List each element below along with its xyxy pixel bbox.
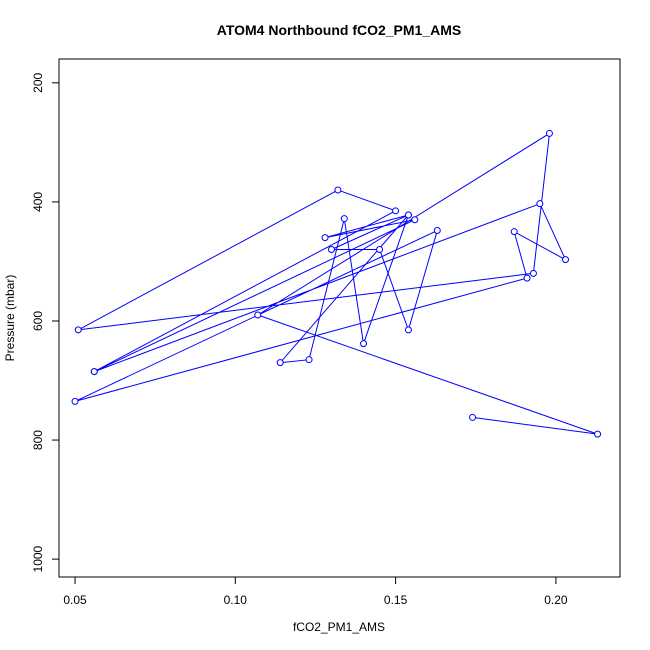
x-axis-label: fCO2_PM1_AMS bbox=[293, 620, 385, 634]
data-point bbox=[276, 359, 284, 367]
data-point bbox=[404, 326, 412, 334]
data-point bbox=[321, 234, 329, 242]
data-point bbox=[536, 200, 544, 208]
data-point bbox=[392, 207, 400, 215]
data-point bbox=[562, 256, 570, 264]
data-point bbox=[411, 216, 419, 224]
data-point bbox=[594, 430, 602, 438]
x-axis: 0.05 0.10 0.15 0.20 bbox=[63, 576, 568, 607]
data-point bbox=[334, 186, 342, 194]
y-tick-label: 200 bbox=[31, 72, 45, 92]
data-point bbox=[71, 397, 79, 405]
y-tick-label: 800 bbox=[31, 430, 45, 450]
x-tick-label: 0.05 bbox=[63, 593, 87, 607]
data-point bbox=[529, 269, 537, 277]
data-series bbox=[71, 129, 602, 438]
data-point bbox=[360, 340, 368, 348]
data-point bbox=[404, 211, 412, 219]
y-axis-label: Pressure (mbar) bbox=[3, 275, 17, 362]
x-tick-label: 0.20 bbox=[544, 593, 568, 607]
data-point bbox=[523, 274, 531, 282]
y-tick-label: 600 bbox=[31, 311, 45, 331]
x-tick-label: 0.10 bbox=[224, 593, 248, 607]
chart-title: ATOM4 Northbound fCO2_PM1_AMS bbox=[217, 22, 462, 38]
data-point bbox=[510, 228, 518, 236]
data-point bbox=[305, 356, 313, 364]
y-axis: 200 400 600 800 1000 bbox=[31, 72, 60, 572]
y-tick-label: 400 bbox=[31, 192, 45, 212]
data-point bbox=[74, 326, 82, 334]
data-point bbox=[545, 129, 553, 137]
data-point bbox=[254, 311, 262, 319]
data-point bbox=[469, 413, 477, 421]
data-point bbox=[376, 246, 384, 254]
x-tick-label: 0.15 bbox=[384, 593, 408, 607]
data-point bbox=[433, 226, 441, 234]
y-tick-label: 1000 bbox=[31, 545, 45, 572]
data-point bbox=[90, 368, 98, 376]
data-point bbox=[327, 246, 335, 254]
data-point bbox=[340, 215, 348, 223]
